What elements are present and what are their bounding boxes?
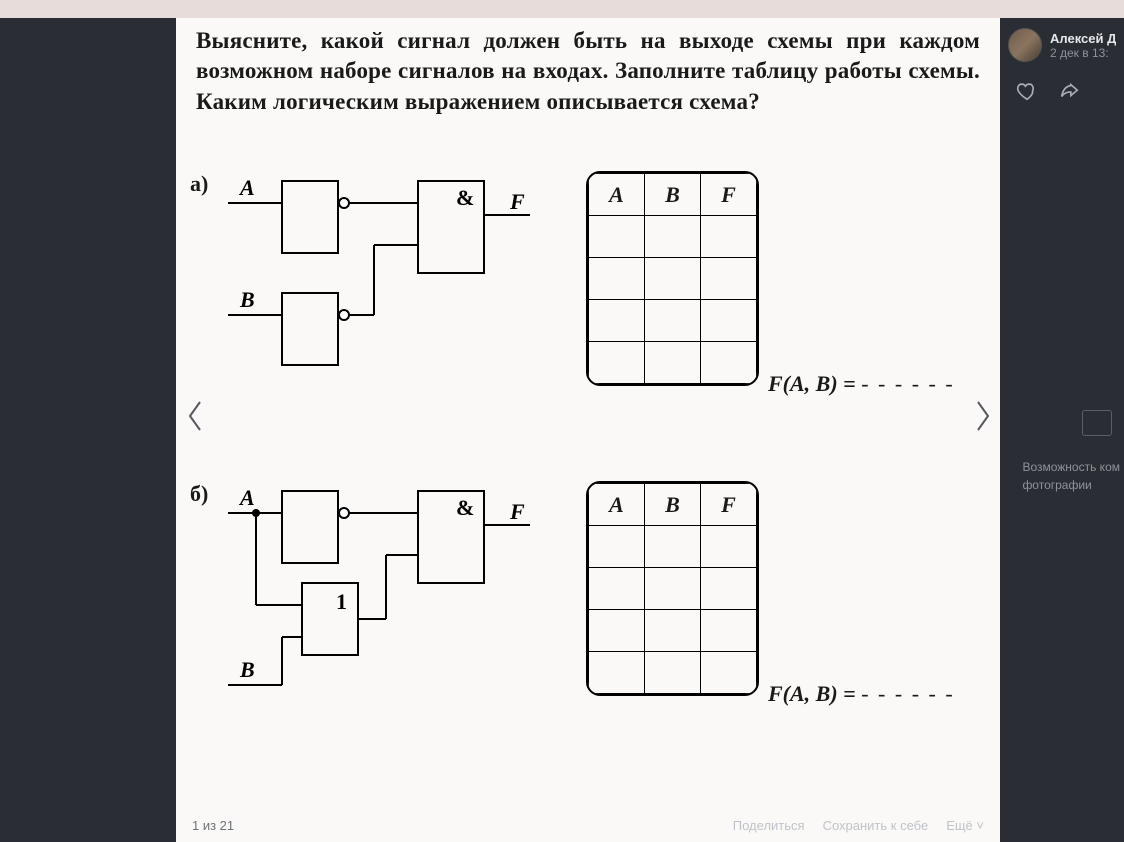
svg-text:&: & [456,495,474,520]
next-image-button[interactable] [972,398,992,442]
thumbnail-placeholder-icon [1082,410,1112,436]
sidebar-hint: Возможность ком фотографии [1022,458,1120,494]
formula-a: F(A, B) = - - - - - - [768,371,955,397]
formula-b-rhs: - - - - - - [861,681,954,706]
document-page: Выясните, какой сигнал должен быть на вы… [176,18,1000,842]
circuit-a-svg: A B [210,167,570,427]
svg-text:1: 1 [336,589,347,614]
svg-text:&: & [456,185,474,210]
save-button[interactable]: Сохранить к себе [823,818,929,833]
avatar[interactable] [1008,28,1042,62]
th-A: A [589,484,645,526]
prev-image-button[interactable] [186,398,206,442]
formula-a-rhs: - - - - - - [861,371,954,396]
exercise-a: а) A B [190,171,986,451]
formula-b-lhs: F(A, B) = [768,681,861,706]
like-icon[interactable] [1016,80,1038,105]
truth-table-b: A B F [586,481,759,696]
th-F: F [701,484,757,526]
svg-text:F: F [509,189,525,214]
svg-text:B: B [239,287,255,312]
th-F: F [701,174,757,216]
photo-viewer: Выясните, какой сигнал должен быть на вы… [0,18,1124,842]
more-button[interactable]: Ещё ˅ [946,818,984,833]
formula-b: F(A, B) = - - - - - - [768,681,955,707]
image-counter: 1 из 21 [192,818,234,833]
th-A: A [589,174,645,216]
truth-table-a: A B F [586,171,759,386]
share-icon[interactable] [1058,80,1080,105]
exercise-b: б) A [190,481,986,761]
svg-text:A: A [238,485,255,510]
sidebar: Алексей Д 2 дек в 13: Возможност [1004,18,1124,842]
th-B: B [645,174,701,216]
exercise-a-label: а) [190,171,208,197]
monitor-background: Выясните, какой сигнал должен быть на вы… [0,0,1124,842]
problem-statement: Выясните, какой сигнал должен быть на вы… [190,26,986,121]
bottom-bar: 1 из 21 Поделиться Сохранить к себе Ещё … [176,810,1000,840]
post-author[interactable]: Алексей Д 2 дек в 13: [1004,18,1124,62]
share-button[interactable]: Поделиться [733,818,805,833]
exercise-b-label: б) [190,481,208,507]
svg-text:B: B [239,657,255,682]
formula-a-lhs: F(A, B) = [768,371,861,396]
th-B: B [645,484,701,526]
circuit-b-svg: A 1 B [210,477,570,757]
svg-text:F: F [509,499,525,524]
svg-text:A: A [238,175,255,200]
user-name[interactable]: Алексей Д [1050,31,1116,46]
post-time: 2 дек в 13: [1050,46,1116,60]
